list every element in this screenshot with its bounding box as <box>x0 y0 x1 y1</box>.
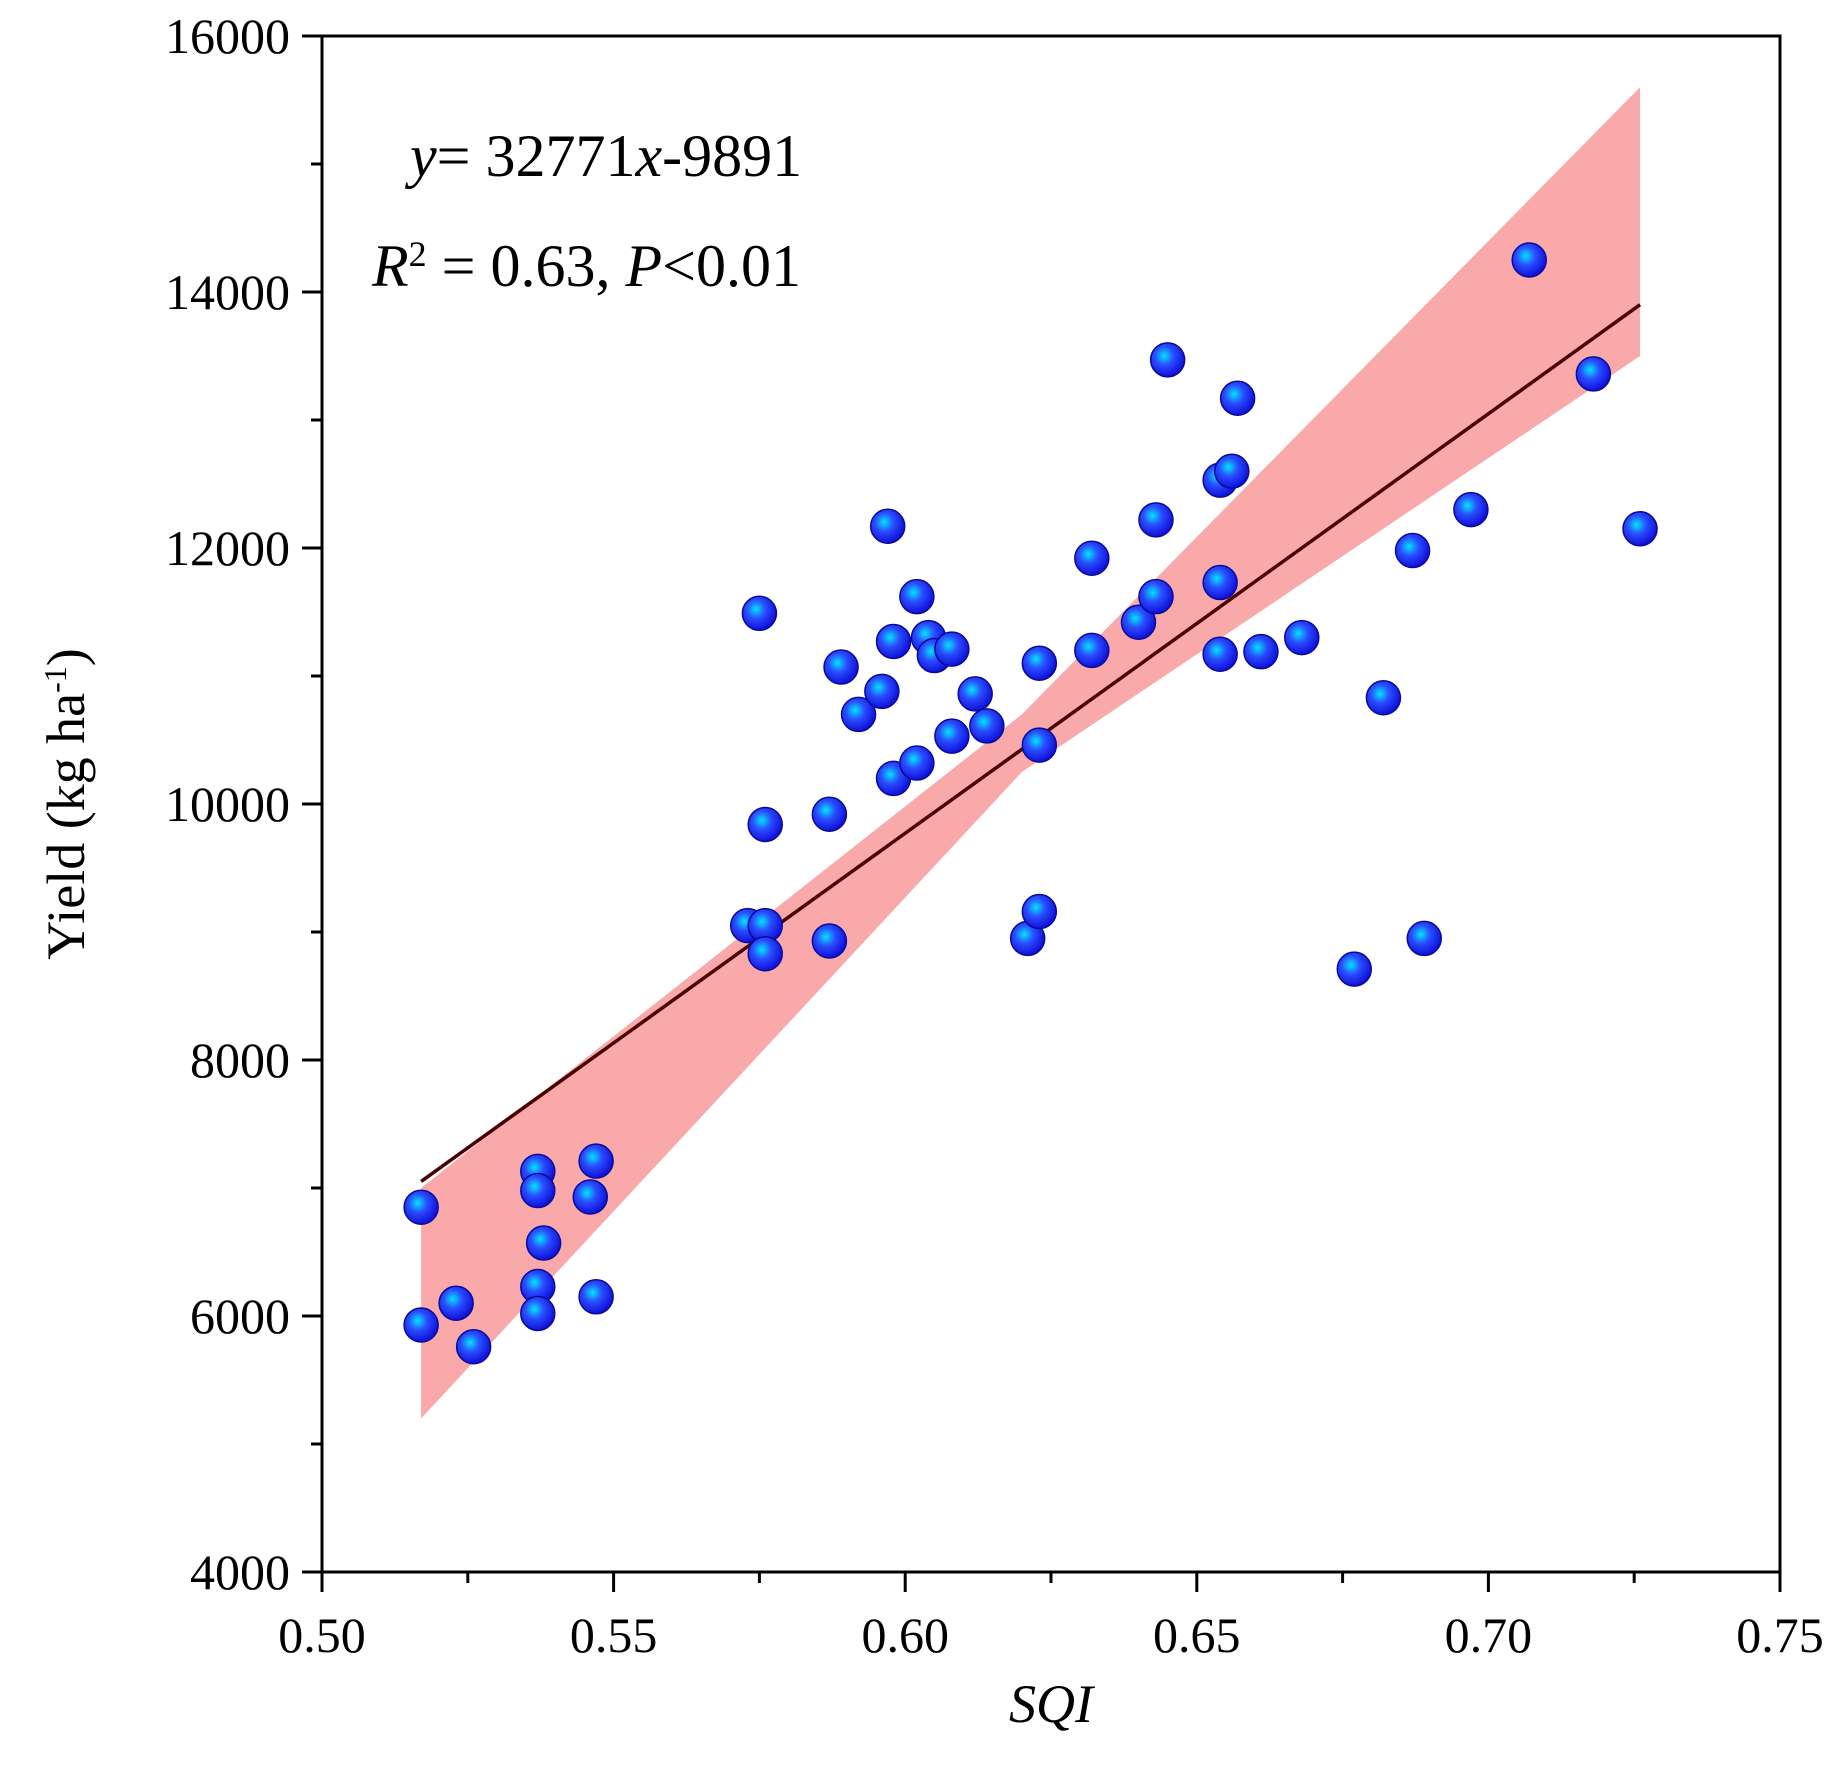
data-point <box>811 923 848 959</box>
data-point <box>1284 619 1320 656</box>
data-point <box>1394 532 1431 569</box>
data-point <box>1074 632 1110 669</box>
data-point <box>1214 453 1250 489</box>
p-var: P <box>625 233 663 299</box>
data-point <box>957 676 993 712</box>
regression-statistics: R2 = 0.63, P<0.01 <box>371 233 801 299</box>
y-tick-label: 4000 <box>190 1544 290 1600</box>
data-point <box>578 1143 614 1179</box>
data-point <box>875 623 912 660</box>
x-tick-label: 0.50 <box>278 1607 366 1663</box>
r-part: = 0.63, <box>427 233 626 299</box>
y-tick-label: 14000 <box>165 264 290 320</box>
x-tick-label: 0.65 <box>1153 1607 1241 1663</box>
y-tick-label: 16000 <box>165 8 290 64</box>
y-tick-label: 12000 <box>165 520 290 576</box>
data-point <box>899 578 935 615</box>
data-point <box>864 673 900 710</box>
data-point <box>1511 242 1547 278</box>
data-point <box>578 1279 614 1315</box>
data-point <box>1219 380 1256 416</box>
data-point <box>969 708 1005 744</box>
data-point <box>1336 951 1373 987</box>
data-point <box>811 796 848 832</box>
eq-y-var: y <box>404 123 437 189</box>
data-point <box>520 1295 556 1332</box>
x-axis-title: SQI <box>1009 1674 1096 1734</box>
data-point <box>403 1307 439 1343</box>
data-point <box>455 1328 492 1365</box>
data-point <box>741 595 778 632</box>
r-sup: 2 <box>409 234 427 274</box>
y-tick-label: 10000 <box>165 776 290 832</box>
data-point <box>438 1285 474 1321</box>
data-point <box>823 649 859 685</box>
data-point <box>1138 578 1174 615</box>
data-point <box>899 745 935 781</box>
x-tick-label: 0.75 <box>1736 1607 1824 1663</box>
y-axis-title-close: ) <box>36 648 96 666</box>
data-points-layer <box>403 242 1658 1365</box>
data-point <box>1149 342 1186 378</box>
regression-equation: y= 32771x-9891 <box>404 123 802 189</box>
r-var: R <box>371 233 409 299</box>
eq-part1: = 32771 <box>437 123 636 189</box>
data-point <box>1021 645 1058 681</box>
data-point <box>1243 633 1279 670</box>
data-point <box>1575 356 1612 392</box>
y-tick-label: 8000 <box>190 1032 290 1088</box>
data-point <box>1138 502 1174 538</box>
data-point <box>520 1172 556 1209</box>
x-tick-label: 0.60 <box>861 1607 949 1663</box>
data-point <box>1074 540 1110 576</box>
y-axis-title-sup: -1 <box>37 666 73 693</box>
data-point <box>1120 604 1157 640</box>
data-point <box>572 1179 609 1215</box>
data-point <box>840 696 877 733</box>
data-point <box>1202 564 1238 601</box>
x-tick-label: 0.55 <box>570 1607 658 1663</box>
eq-x-var: x <box>634 123 662 189</box>
data-point <box>1365 680 1402 716</box>
eq-part2: -9891 <box>662 123 802 189</box>
y-axis-title-main: Yield (kg ha <box>36 693 96 960</box>
data-point <box>747 806 783 843</box>
data-point <box>403 1189 439 1225</box>
p-part: <0.01 <box>662 233 801 299</box>
data-point <box>747 936 783 972</box>
data-point <box>869 508 906 544</box>
data-point <box>934 718 970 754</box>
data-point <box>1622 511 1658 547</box>
data-point <box>1406 920 1442 957</box>
data-point <box>1453 491 1489 528</box>
axis-ticks-layer: 0.50 0.55 0.60 0.65 0.70 0.75 4000 6000 8000 1000… <box>165 8 1824 1663</box>
data-point <box>525 1225 562 1261</box>
data-point <box>934 631 970 667</box>
y-axis-title: Yield (kg ha-1) <box>36 648 96 960</box>
data-point <box>1021 893 1058 930</box>
data-point <box>1202 636 1238 672</box>
data-point <box>1021 727 1058 763</box>
x-tick-label: 0.70 <box>1445 1607 1533 1663</box>
y-tick-label: 6000 <box>190 1288 290 1344</box>
